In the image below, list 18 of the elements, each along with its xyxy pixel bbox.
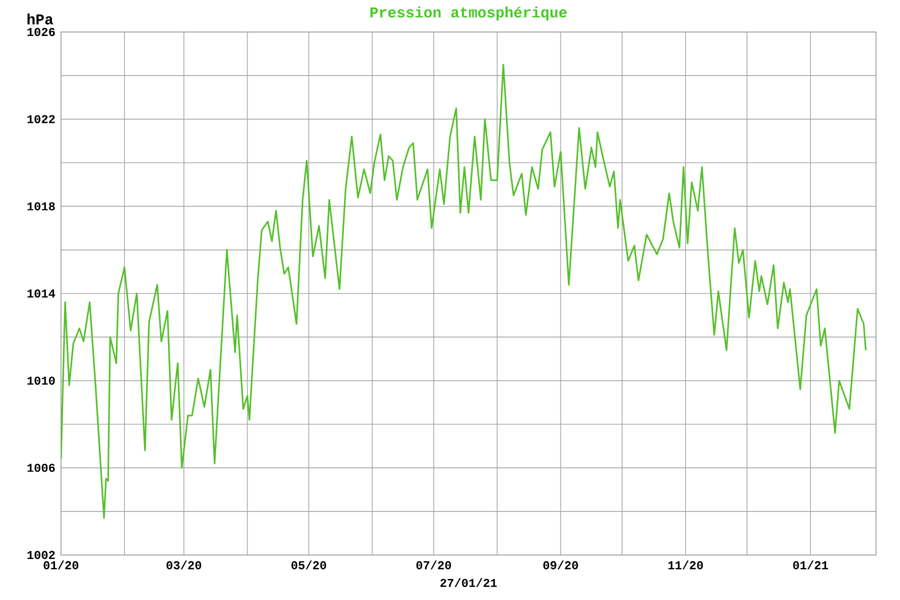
- x-tick-label: 09/20: [543, 560, 578, 570]
- chart-title: Pression atmosphérique: [370, 6, 567, 20]
- x-tick-label: 03/20: [166, 560, 202, 570]
- y-tick-label: 1026: [27, 28, 55, 36]
- x-tick-label: 01/20: [44, 560, 78, 570]
- x-tick-label: 11/20: [668, 560, 703, 570]
- y-tick-label: 1002: [27, 550, 55, 560]
- y-axis-title: hPa: [28, 13, 54, 24]
- x-tick-label: 01/21: [793, 560, 828, 570]
- y-tick-label: 1014: [27, 289, 56, 298]
- y-tick-label: 1006: [27, 464, 55, 472]
- x-tick-label: 05/20: [291, 560, 326, 570]
- y-tick-label: 1010: [27, 376, 55, 385]
- y-tick-label: 1018: [27, 202, 55, 210]
- x-axis-title: 27/01/21: [440, 578, 497, 588]
- y-tick-label: 1022: [27, 115, 55, 124]
- x-tick-label: 07/20: [416, 560, 452, 570]
- line-series: [61, 64, 867, 519]
